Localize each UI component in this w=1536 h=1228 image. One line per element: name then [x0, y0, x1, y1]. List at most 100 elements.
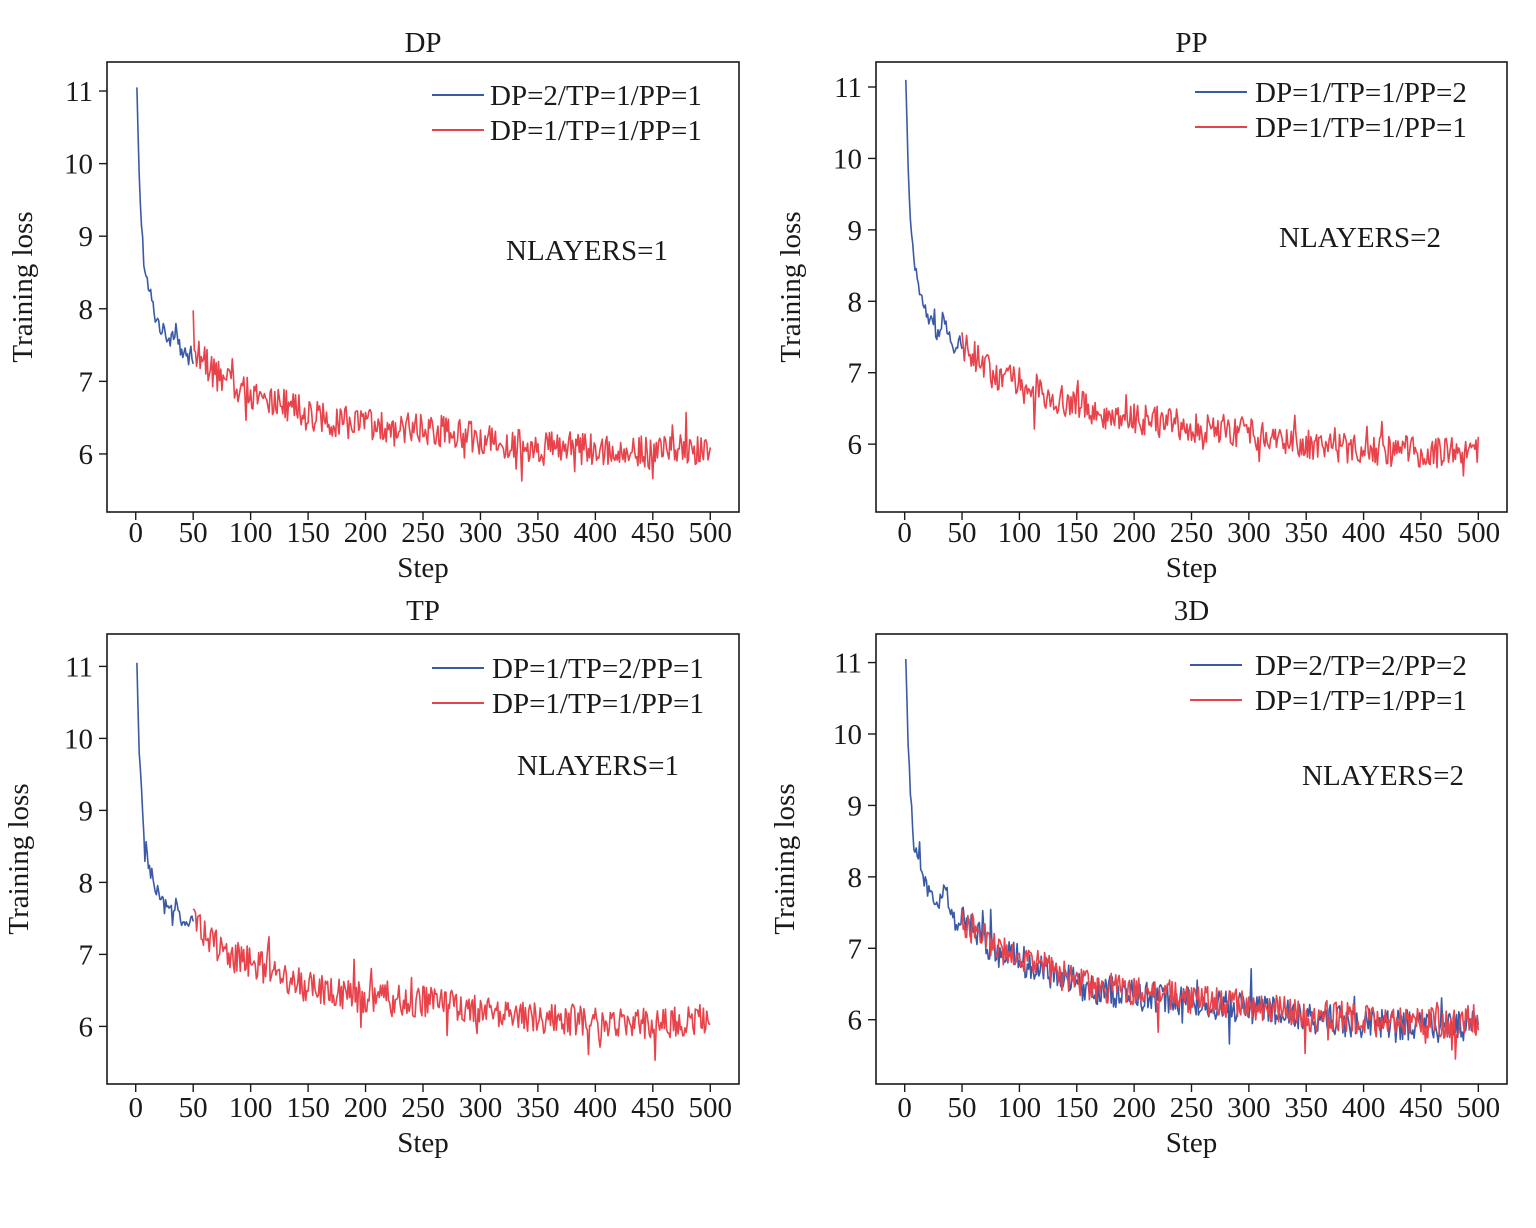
- x-tick-label: 100: [998, 1092, 1042, 1124]
- y-tick-label: 11: [834, 648, 862, 680]
- x-tick-label: 400: [1342, 1092, 1386, 1124]
- x-tick-label: 100: [229, 517, 273, 549]
- chart-panel-pp: PP 0 50 100 150 200 250 300 350 400 450 500 6 7 8 9 10 11…: [775, 27, 1508, 584]
- chart-title: 3D: [1174, 595, 1209, 627]
- y-tick-label: 11: [65, 76, 93, 108]
- y-tick-label: 6: [848, 1005, 863, 1037]
- y-tick-label: 10: [64, 149, 93, 181]
- x-tick-label: 500: [1457, 1092, 1501, 1124]
- x-tick-label: 450: [1399, 517, 1443, 549]
- x-tick-label: 100: [229, 1092, 273, 1124]
- x-axis-label: Step: [1166, 552, 1218, 584]
- x-tick-label: 150: [286, 517, 330, 549]
- y-tick-label: 11: [834, 72, 862, 104]
- chart-title: PP: [1175, 27, 1207, 59]
- legend-label: DP=1/TP=1/PP=1: [490, 115, 702, 147]
- x-tick-label: 450: [631, 517, 675, 549]
- x-axis-label: Step: [397, 552, 449, 584]
- series-line-b: [961, 909, 1480, 1060]
- legend-label: DP=1/TP=2/PP=1: [492, 653, 704, 685]
- chart-title: TP: [406, 595, 440, 627]
- x-tick-label: 200: [1112, 517, 1156, 549]
- x-tick-label: 300: [1227, 1092, 1271, 1124]
- x-tick-label: 0: [128, 517, 143, 549]
- legend-label: DP=1/TP=1/PP=1: [1255, 112, 1467, 144]
- y-tick-label: 8: [848, 286, 863, 318]
- x-tick-label: 0: [897, 1092, 912, 1124]
- legend-label: DP=1/TP=1/PP=1: [1255, 685, 1467, 717]
- y-tick-label: 9: [79, 795, 94, 827]
- x-tick-label: 0: [128, 1092, 143, 1124]
- x-axis-label: Step: [397, 1127, 449, 1159]
- y-tick-label: 8: [79, 294, 94, 326]
- legend-label: DP=1/TP=1/PP=1: [492, 688, 704, 720]
- y-tick-label: 10: [833, 719, 862, 751]
- x-axis-label: Step: [1166, 1127, 1218, 1159]
- y-axis-label: Training loss: [769, 783, 801, 934]
- y-tick-label: 7: [848, 358, 863, 390]
- y-tick-label: 8: [848, 862, 863, 894]
- legend-label: DP=2/TP=1/PP=1: [490, 80, 702, 112]
- series-line-b: [192, 908, 711, 1061]
- y-tick-label: 7: [79, 366, 94, 398]
- x-tick-label: 350: [516, 517, 560, 549]
- y-tick-label: 6: [79, 439, 94, 471]
- y-tick-label: 7: [79, 939, 94, 971]
- x-tick-label: 50: [179, 517, 208, 549]
- chart-title: DP: [404, 27, 441, 59]
- nlayers-annotation: NLAYERS=2: [1302, 760, 1464, 792]
- chart-panel-3d: 3D 0 50 100 150 200 250 300 350 400 450 500 6 7 8 9 10 11…: [769, 595, 1508, 1159]
- y-tick-label: 6: [79, 1011, 94, 1043]
- x-tick-label: 450: [631, 1092, 675, 1124]
- x-tick-label: 350: [1284, 1092, 1328, 1124]
- y-axis-label: Training loss: [3, 783, 35, 934]
- nlayers-annotation: NLAYERS=1: [517, 750, 679, 782]
- nlayers-annotation: NLAYERS=1: [506, 235, 668, 267]
- y-tick-label: 9: [79, 221, 94, 253]
- x-tick-label: 400: [574, 517, 618, 549]
- series-line-b: [192, 310, 712, 482]
- x-tick-label: 150: [286, 1092, 330, 1124]
- x-tick-label: 50: [948, 1092, 977, 1124]
- series-line-b: [961, 332, 1480, 477]
- y-tick-label: 6: [848, 429, 863, 461]
- legend-label: DP=2/TP=2/PP=2: [1255, 650, 1467, 682]
- y-tick-label: 10: [64, 723, 93, 755]
- x-tick-label: 200: [1112, 1092, 1156, 1124]
- x-tick-label: 500: [1457, 517, 1501, 549]
- x-tick-label: 100: [998, 517, 1042, 549]
- x-tick-label: 200: [344, 517, 388, 549]
- x-tick-label: 0: [897, 517, 912, 549]
- x-tick-label: 400: [1342, 517, 1386, 549]
- y-tick-label: 8: [79, 867, 94, 899]
- x-tick-label: 200: [344, 1092, 388, 1124]
- x-tick-label: 300: [459, 1092, 503, 1124]
- y-tick-label: 11: [65, 651, 93, 683]
- x-tick-label: 250: [1170, 517, 1214, 549]
- series-line-a: [136, 87, 194, 366]
- series-line-a: [905, 79, 963, 354]
- chart-panel-dp: DP 0 50 100 150 200 250 300 350 400 450 500 6 7 8 9 10 11…: [7, 27, 740, 584]
- x-tick-label: 50: [948, 517, 977, 549]
- chart-panel-tp: TP 0 50 100 150 200 250 300 350 400 450 500 6 7 8 9 10 11…: [3, 595, 740, 1159]
- nlayers-annotation: NLAYERS=2: [1279, 222, 1441, 254]
- x-tick-label: 450: [1399, 1092, 1443, 1124]
- legend-label: DP=1/TP=1/PP=2: [1255, 77, 1467, 109]
- x-tick-label: 350: [516, 1092, 560, 1124]
- x-tick-label: 300: [1227, 517, 1271, 549]
- x-tick-label: 400: [574, 1092, 618, 1124]
- y-axis-label: Training loss: [7, 211, 39, 362]
- y-tick-label: 9: [848, 790, 863, 822]
- y-tick-label: 7: [848, 933, 863, 965]
- x-tick-label: 50: [179, 1092, 208, 1124]
- y-axis-label: Training loss: [775, 211, 807, 362]
- x-tick-label: 150: [1055, 517, 1099, 549]
- x-tick-label: 250: [1170, 1092, 1214, 1124]
- x-tick-label: 250: [401, 517, 445, 549]
- series-line-a: [136, 662, 194, 927]
- x-tick-label: 350: [1284, 517, 1328, 549]
- y-tick-label: 10: [833, 143, 862, 175]
- x-tick-label: 150: [1055, 1092, 1099, 1124]
- x-tick-label: 250: [401, 1092, 445, 1124]
